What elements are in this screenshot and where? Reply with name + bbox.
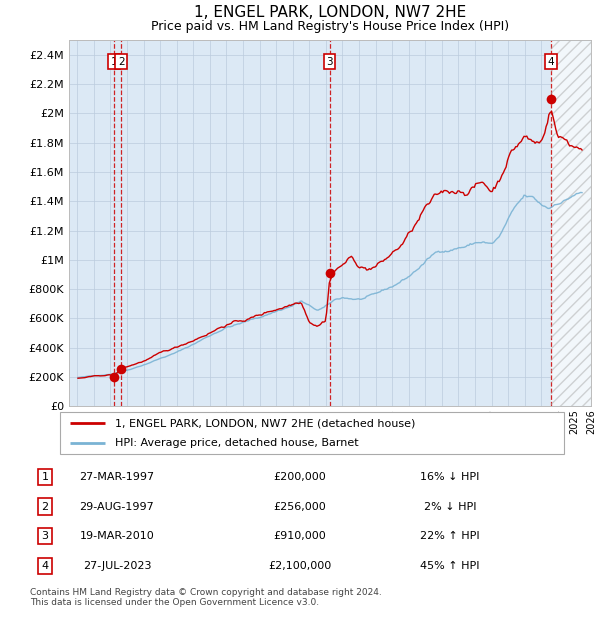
Bar: [551, 40, 591, 406]
Text: 2% ↓ HPI: 2% ↓ HPI: [424, 502, 476, 512]
Text: 1: 1: [41, 472, 49, 482]
Text: £2,100,000: £2,100,000: [268, 561, 332, 571]
Text: 3: 3: [326, 57, 333, 67]
Text: 1: 1: [111, 57, 118, 67]
Text: 3: 3: [41, 531, 49, 541]
Text: 45% ↑ HPI: 45% ↑ HPI: [420, 561, 480, 571]
Text: 27-JUL-2023: 27-JUL-2023: [83, 561, 151, 571]
Text: 22% ↑ HPI: 22% ↑ HPI: [420, 531, 480, 541]
Text: 16% ↓ HPI: 16% ↓ HPI: [421, 472, 479, 482]
Text: 4: 4: [547, 57, 554, 67]
Text: Contains HM Land Registry data © Crown copyright and database right 2024.
This d: Contains HM Land Registry data © Crown c…: [30, 588, 382, 607]
Bar: [551, 40, 591, 406]
FancyBboxPatch shape: [60, 412, 564, 454]
Text: £910,000: £910,000: [274, 531, 326, 541]
Text: 4: 4: [41, 561, 49, 571]
Text: 29-AUG-1997: 29-AUG-1997: [80, 502, 154, 512]
Text: 1, ENGEL PARK, LONDON, NW7 2HE: 1, ENGEL PARK, LONDON, NW7 2HE: [194, 5, 466, 20]
Text: £200,000: £200,000: [274, 472, 326, 482]
Text: 27-MAR-1997: 27-MAR-1997: [79, 472, 155, 482]
Bar: [551, 40, 591, 406]
Text: £256,000: £256,000: [274, 502, 326, 512]
Text: 1, ENGEL PARK, LONDON, NW7 2HE (detached house): 1, ENGEL PARK, LONDON, NW7 2HE (detached…: [115, 418, 416, 428]
Text: 2: 2: [41, 502, 49, 512]
Text: Price paid vs. HM Land Registry's House Price Index (HPI): Price paid vs. HM Land Registry's House …: [151, 20, 509, 33]
Text: 2: 2: [118, 57, 125, 67]
Text: HPI: Average price, detached house, Barnet: HPI: Average price, detached house, Barn…: [115, 438, 359, 448]
Text: 19-MAR-2010: 19-MAR-2010: [80, 531, 154, 541]
